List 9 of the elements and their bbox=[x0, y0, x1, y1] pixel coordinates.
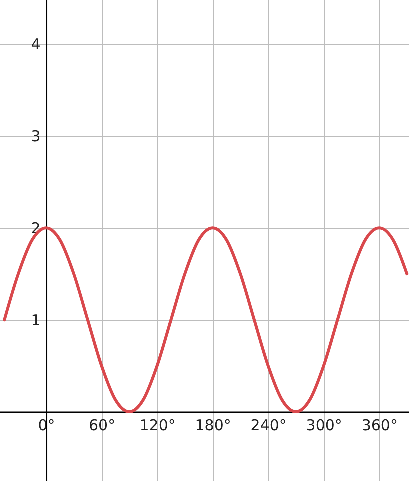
x-tick-label: 60° bbox=[88, 416, 116, 435]
x-tick-label: 300° bbox=[306, 416, 342, 435]
x-tick-label: 120° bbox=[140, 416, 176, 435]
x-tick-label: 360° bbox=[362, 416, 398, 435]
x-tick-label: 240° bbox=[250, 416, 287, 435]
x-tick-label: 180° bbox=[195, 416, 232, 435]
y-tick-label: 4 bbox=[31, 36, 41, 54]
y-tick-label: 1 bbox=[31, 312, 41, 330]
y-tick-label: 3 bbox=[31, 128, 41, 146]
